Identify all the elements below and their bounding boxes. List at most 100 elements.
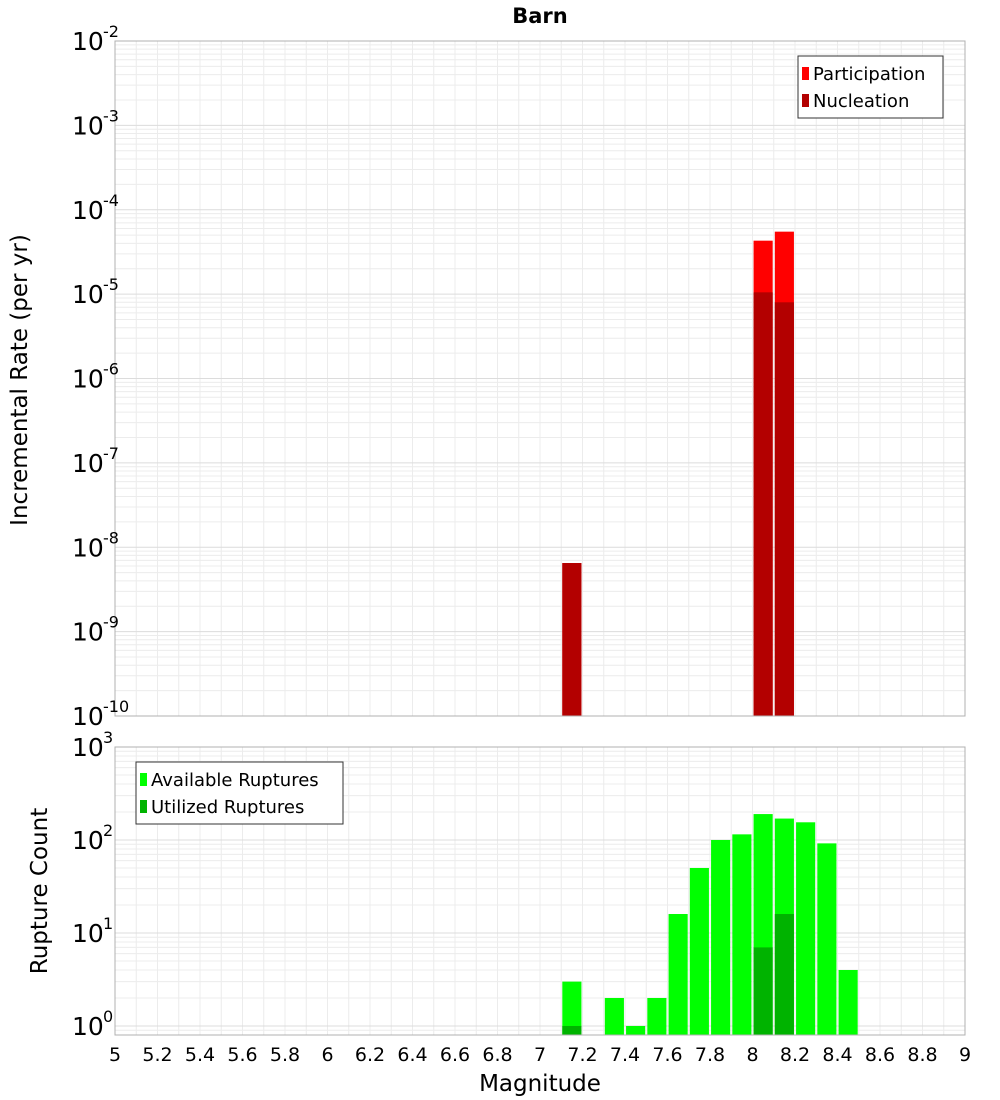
count-x-tick-label: 5.2 bbox=[142, 1044, 172, 1066]
rate-y-tick-exponent: -3 bbox=[103, 106, 119, 125]
rate-y-tick-base: 10 bbox=[72, 533, 104, 562]
rate-y-tick-base: 10 bbox=[72, 280, 104, 309]
count-legend-label: Utilized Ruptures bbox=[151, 797, 304, 818]
rate-legend-label: Nucleation bbox=[813, 91, 909, 112]
rate-y-tick-label: 10 -4 bbox=[72, 191, 119, 225]
count-x-tick-label: 7.2 bbox=[567, 1044, 597, 1066]
rate-y-tick-exponent: -9 bbox=[103, 613, 119, 632]
count-y-tick-exponent: 1 bbox=[103, 914, 113, 933]
count-bar bbox=[626, 1025, 646, 1035]
rate-y-tick-label: 10 -7 bbox=[72, 444, 119, 478]
rate-y-tick-label: 10 -2 bbox=[72, 22, 119, 56]
count-y-tick-label: 10 0 bbox=[72, 1007, 113, 1041]
rate-plot-frame bbox=[114, 40, 966, 717]
count-x-tick-label: 7.6 bbox=[652, 1044, 682, 1066]
count-x-tick-label: 5.8 bbox=[270, 1044, 300, 1066]
count-x-tick-label: 8 bbox=[746, 1044, 758, 1066]
x-axis-title: Magnitude bbox=[479, 1071, 601, 1097]
count-y-tick-exponent: 2 bbox=[103, 821, 113, 840]
rate-y-tick-exponent: -10 bbox=[103, 697, 129, 716]
count-bar bbox=[689, 867, 709, 1035]
rate-y-tick-label: 10 -8 bbox=[72, 528, 119, 562]
count-y-tick-base: 10 bbox=[72, 826, 104, 855]
count-bar bbox=[562, 981, 582, 1035]
count-series-1 bbox=[562, 914, 794, 1035]
count-y-tick-exponent: 0 bbox=[103, 1007, 113, 1026]
rate-bar bbox=[774, 302, 794, 716]
rate-y-tick-exponent: -2 bbox=[103, 22, 119, 41]
rate-y-tick-exponent: -8 bbox=[103, 528, 119, 547]
count-bar bbox=[838, 969, 858, 1035]
count-x-tick-label: 7.4 bbox=[610, 1044, 640, 1066]
rate-y-tick-label: 10 -10 bbox=[72, 697, 129, 731]
count-x-tick-label: 6.2 bbox=[355, 1044, 385, 1066]
rate-y-tick-base: 10 bbox=[72, 702, 104, 731]
count-bar bbox=[732, 834, 752, 1035]
rate-series-1 bbox=[562, 292, 794, 716]
top-y-axis-title: Incremental Rate (per yr) bbox=[7, 234, 33, 526]
count-y-tick-label: 10 1 bbox=[72, 914, 113, 948]
rate-y-tick-label: 10 -3 bbox=[72, 106, 119, 140]
count-x-tick-label: 6.6 bbox=[440, 1044, 470, 1066]
count-legend-box bbox=[135, 761, 344, 825]
count-y-tick-base: 10 bbox=[72, 919, 104, 948]
count-bar bbox=[796, 822, 816, 1035]
count-x-tick-label: 9 bbox=[959, 1044, 971, 1066]
count-bar bbox=[647, 997, 667, 1035]
count-bar bbox=[562, 1025, 582, 1035]
count-y-tick-exponent: 3 bbox=[103, 728, 113, 747]
count-x-tick-label: 5.4 bbox=[185, 1044, 215, 1066]
rate-y-tick-base: 10 bbox=[72, 618, 104, 647]
rate-y-tick-exponent: -4 bbox=[103, 191, 119, 210]
count-y-tick-base: 10 bbox=[72, 733, 104, 762]
count-y-tick-label: 10 2 bbox=[72, 821, 113, 855]
rate-bar bbox=[753, 292, 773, 716]
count-x-tick-label: 6.4 bbox=[397, 1044, 427, 1066]
rate-y-tick-label: 10 -9 bbox=[72, 613, 119, 647]
rate-legend-box bbox=[797, 55, 944, 119]
count-bar bbox=[774, 914, 794, 1035]
bottom-y-axis-title: Rupture Count bbox=[27, 808, 53, 974]
rate-y-tick-exponent: -5 bbox=[103, 275, 119, 294]
count-series-0 bbox=[562, 814, 858, 1035]
count-x-tick-label: 7.8 bbox=[695, 1044, 725, 1066]
count-legend: Available Ruptures Utilized Ruptures bbox=[135, 761, 344, 825]
count-bar bbox=[604, 997, 624, 1035]
count-y-tick-base: 10 bbox=[72, 1012, 104, 1041]
rate-grid bbox=[114, 40, 966, 717]
rupture-count-panel: 10 010 110 210 35 5.2 5.4 5.6 5.8 6 6.2 6.4 6.6 6.8 7 7… bbox=[72, 728, 971, 1066]
rate-legend-swatch bbox=[802, 94, 809, 107]
rate-y-tick-base: 10 bbox=[72, 27, 104, 56]
rate-y-tick-exponent: -6 bbox=[103, 360, 119, 379]
count-bar bbox=[817, 843, 837, 1035]
count-x-tick-label: 7 bbox=[534, 1044, 546, 1066]
count-x-tick-label: 8.6 bbox=[865, 1044, 895, 1066]
rate-y-tick-label: 10 -6 bbox=[72, 360, 119, 394]
rate-y-tick-base: 10 bbox=[72, 196, 104, 225]
count-y-tick-label: 10 3 bbox=[72, 728, 113, 762]
count-x-tick-label: 5.6 bbox=[227, 1044, 257, 1066]
count-x-tick-label: 8.2 bbox=[780, 1044, 810, 1066]
rate-legend-label: Participation bbox=[813, 64, 925, 85]
count-x-tick-label: 8.4 bbox=[822, 1044, 852, 1066]
count-plot-frame bbox=[114, 746, 966, 1036]
count-legend-label: Available Ruptures bbox=[151, 770, 319, 791]
chart-title: Barn bbox=[512, 4, 567, 28]
count-x-tick-label: 8.8 bbox=[907, 1044, 937, 1066]
rate-y-tick-base: 10 bbox=[72, 365, 104, 394]
count-x-tick-label: 6 bbox=[321, 1044, 333, 1066]
rate-y-tick-label: 10 -5 bbox=[72, 275, 119, 309]
rate-y-tick-base: 10 bbox=[72, 111, 104, 140]
count-legend-swatch bbox=[140, 800, 147, 813]
rate-legend-swatch bbox=[802, 67, 809, 80]
count-x-tick-label: 5 bbox=[109, 1044, 121, 1066]
rate-legend: Participation Nucleation bbox=[797, 55, 944, 119]
count-x-tick-label: 6.8 bbox=[482, 1044, 512, 1066]
count-legend-swatch bbox=[140, 773, 147, 786]
count-bar bbox=[668, 914, 688, 1035]
count-bar bbox=[711, 839, 731, 1035]
rate-y-tick-base: 10 bbox=[72, 449, 104, 478]
rate-y-tick-exponent: -7 bbox=[103, 444, 119, 463]
